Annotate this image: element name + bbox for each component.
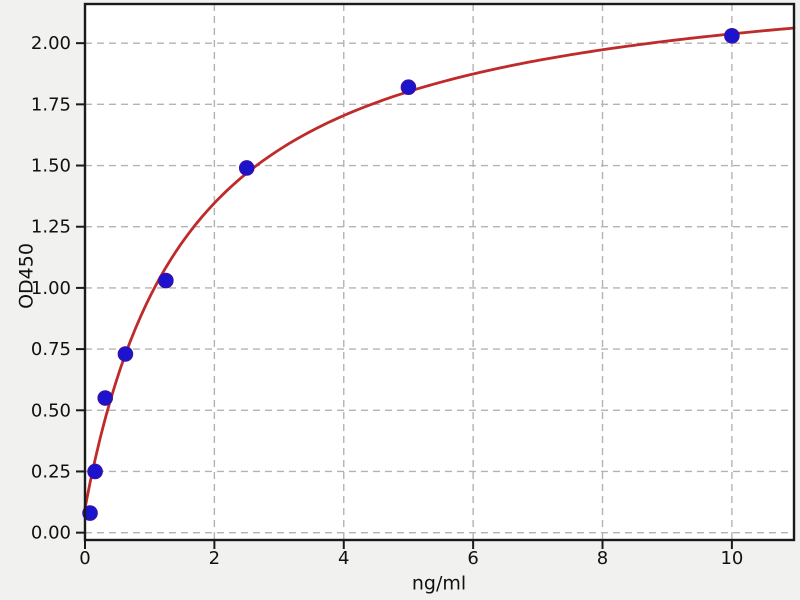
data-point-0.078: [82, 505, 98, 521]
x-axis-label: ng/ml: [411, 572, 467, 595]
data-point-0.3125: [97, 390, 114, 406]
y-tick-label-0.25: 0.25: [31, 461, 71, 482]
data-point-10: [724, 28, 740, 44]
data-point-2.5: [238, 160, 255, 176]
fit-curve: [83, 26, 796, 510]
x-tick-label-10: 10: [720, 548, 743, 569]
plot-area: [85, 4, 794, 540]
data-point-1.25: [158, 272, 174, 289]
x-tick-label-4: 4: [338, 548, 349, 569]
x-tick-label-6: 6: [467, 548, 478, 569]
x-tick-label-0: 0: [79, 548, 90, 569]
data-point-0.156: [87, 463, 103, 480]
y-tick-label-0.75: 0.75: [31, 339, 71, 360]
y-tick-label-1.25: 1.25: [31, 217, 71, 238]
y-tick-label-0.50: 0.50: [31, 400, 71, 421]
x-tick-label-2: 2: [209, 548, 220, 569]
data-point-0.625: [117, 346, 134, 362]
x-tick-label-8: 8: [597, 548, 608, 569]
y-tick-label-1.50: 1.50: [31, 156, 71, 177]
y-tick-label-0.00: 0.00: [31, 523, 71, 544]
y-tick-label-1.75: 1.75: [31, 94, 71, 115]
y-tick-label-1.00: 1.00: [31, 278, 71, 299]
y-axis-label: OD450: [15, 243, 38, 309]
y-tick-label-2.00: 2.00: [31, 33, 71, 54]
axes-spines: [83, 2, 796, 542]
data-point-5: [400, 79, 417, 96]
